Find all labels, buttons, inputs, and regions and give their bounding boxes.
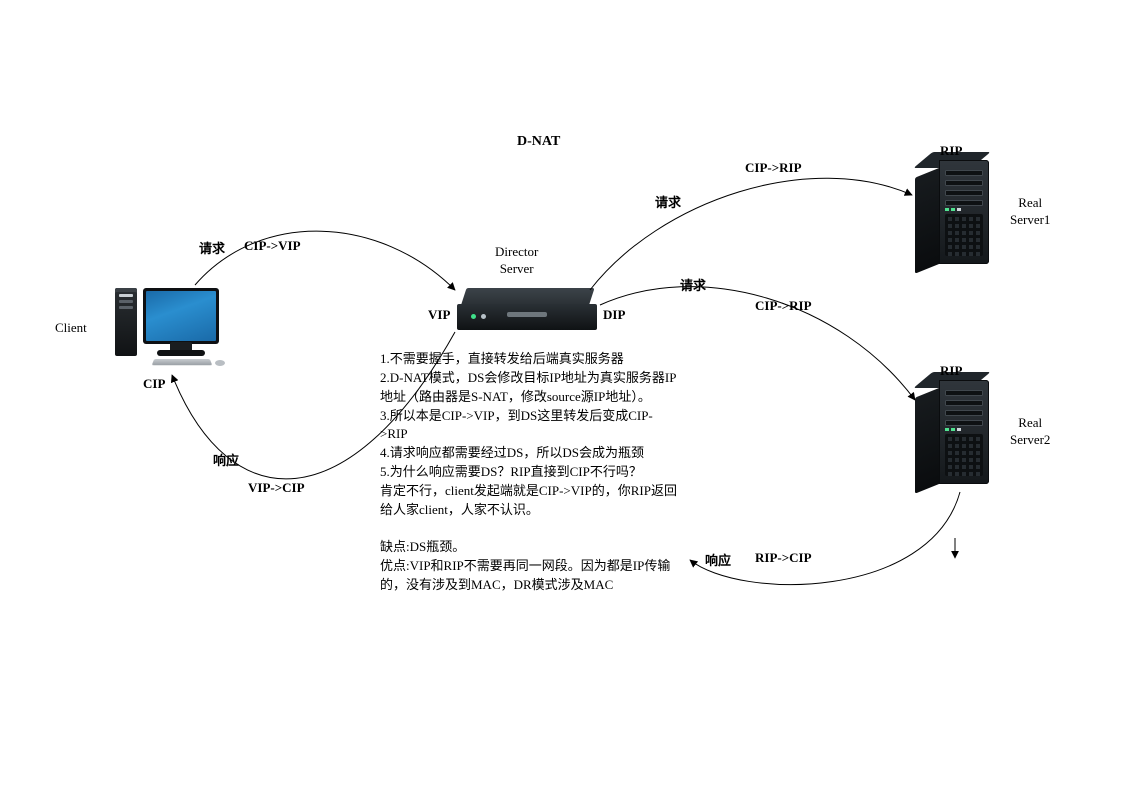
server-disk	[945, 200, 983, 206]
real-server-2-ip: RIP	[940, 363, 962, 379]
server-disk	[945, 420, 983, 426]
server-disk	[945, 180, 983, 186]
edge-req-cd-flow: CIP->VIP	[244, 238, 301, 254]
server-disk	[945, 190, 983, 196]
real-server-1-label: Real Server1	[1010, 195, 1050, 229]
monitor-icon	[143, 288, 219, 344]
monitor-base	[157, 350, 205, 356]
edge-req-cd-type: 请求	[199, 238, 225, 257]
server-vent	[945, 434, 983, 476]
server-disk	[945, 400, 983, 406]
keyboard-icon	[152, 359, 213, 365]
server-disk	[945, 170, 983, 176]
real-server-2-label: Real Server2	[1010, 415, 1050, 449]
arrow-req-director-rs1	[590, 178, 912, 290]
edge-resp-rd-flow: RIP->CIP	[755, 550, 812, 566]
server-vent	[945, 214, 983, 256]
server-led	[945, 208, 949, 211]
edge-req-dr1-type: 请求	[655, 192, 681, 211]
edge-resp-dc-flow: VIP->CIP	[248, 480, 305, 496]
pc-tower-icon	[115, 288, 137, 356]
client-ip-label: CIP	[143, 376, 165, 392]
real-server-1-node	[915, 160, 995, 270]
edge-resp-dc-type: 响应	[213, 450, 239, 469]
diagram-title: D-NAT	[517, 134, 560, 150]
edge-req-dr1-flow: CIP->RIP	[745, 160, 802, 176]
director-vip-label: VIP	[428, 307, 450, 323]
director-slot	[507, 312, 547, 317]
director-label: Director Server	[495, 244, 538, 278]
client-node	[115, 288, 225, 368]
client-label: Client	[55, 320, 87, 336]
edge-req-dr2-type: 请求	[680, 275, 706, 294]
server-disk	[945, 410, 983, 416]
real-server-2-node	[915, 380, 995, 490]
server-disk	[945, 390, 983, 396]
server-side	[915, 388, 939, 494]
director-dip-label: DIP	[603, 307, 625, 323]
edge-req-dr2-flow: CIP->RIP	[755, 298, 812, 314]
director-led	[471, 314, 476, 319]
server-side	[915, 168, 939, 274]
arrow-req-client-director	[195, 231, 455, 290]
server-led	[945, 428, 949, 431]
notes-text: 1.不需要握手，直接转发给后端真实服务器 2.D-NAT模式，DS会修改目标IP…	[380, 350, 680, 595]
arrow-resp-rs2-director	[690, 492, 960, 585]
edge-resp-rd-type: 响应	[705, 550, 731, 569]
real-server-1-ip: RIP	[940, 143, 962, 159]
director-node	[457, 288, 597, 338]
director-front	[457, 304, 597, 330]
mouse-icon	[215, 360, 225, 366]
